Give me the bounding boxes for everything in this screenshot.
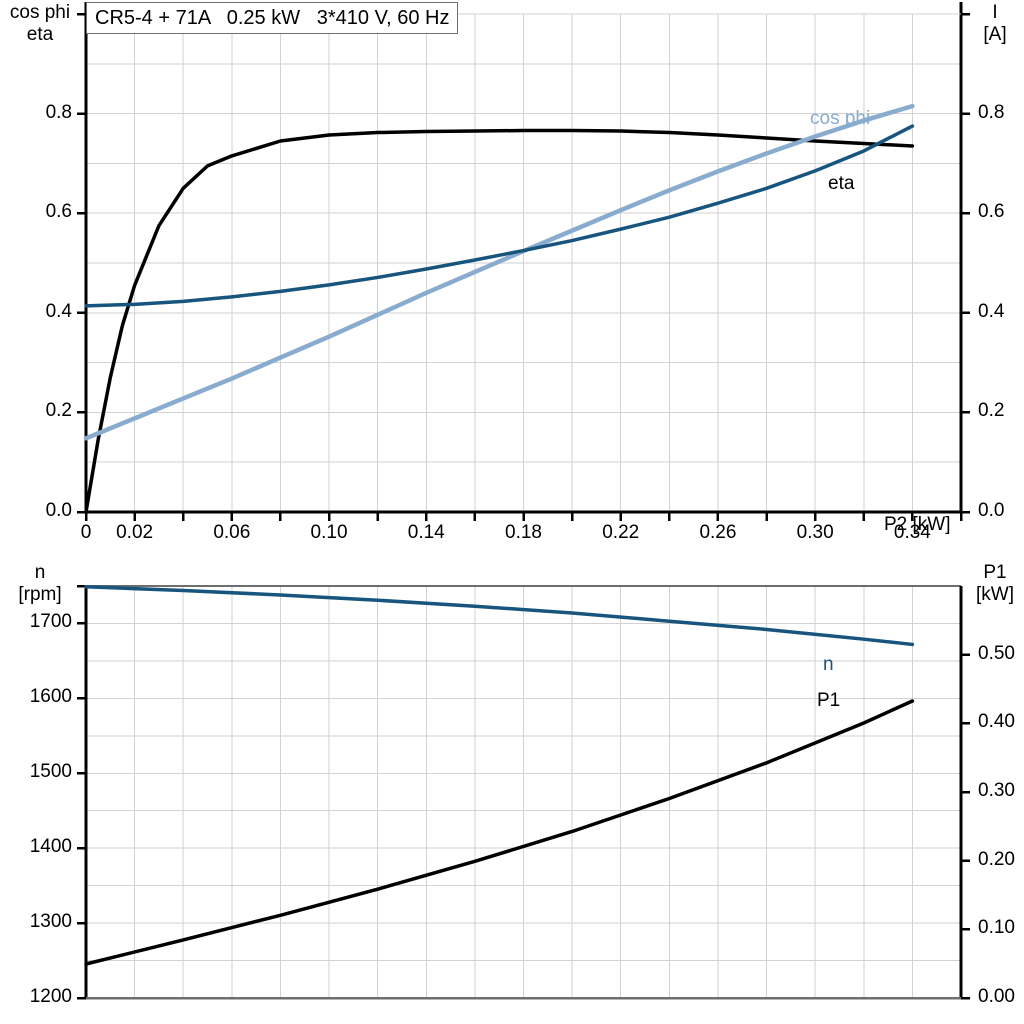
cos-phi-curve	[83, 103, 915, 441]
speed-curve	[84, 585, 915, 647]
upper-right-tick-label: 0.0	[978, 500, 1005, 521]
upper-x-tick-label: 0.26	[699, 522, 737, 543]
lower-right-tick-label: 0.00	[978, 986, 1015, 1007]
upper-right-tick-label: 0.8	[978, 101, 1005, 123]
lower-right-axis-label-line1: P1	[983, 562, 1007, 583]
upper-right-tick-label: 0.6	[978, 201, 1005, 223]
lower-left-tick-label: 1600	[29, 686, 72, 708]
upper-left-axis-label-line1: cos phi	[9, 2, 71, 23]
upper-right-axis-label-line2: [A]	[983, 24, 1007, 45]
lower-left-tick-label: 1400	[29, 836, 72, 858]
upper-x-tick-label: 0.22	[602, 522, 640, 543]
lower-right-axis-label-line2: [kW]	[976, 584, 1014, 605]
power-input-curve	[84, 699, 915, 966]
upper-left-tick-label: 0.4	[45, 300, 72, 322]
curve-label-eta: eta	[828, 173, 855, 194]
lower-right-tick-label: 0.10	[978, 917, 1015, 939]
lower-left-axis-label-line2: [rpm]	[18, 584, 62, 605]
upper-left-tick-label: 0.2	[45, 400, 72, 422]
upper-x-tick-label: 0.18	[505, 522, 542, 543]
lower-left-axis-label-line1: n	[34, 562, 46, 583]
chart-title: CR5-4 + 71A 0.25 kW 3*410 V, 60 Hz	[86, 2, 459, 34]
upper-x-tick-label: 0.06	[213, 522, 251, 543]
upper-right-tick-label: 0.4	[978, 300, 1005, 322]
lower-left-tick-label: 1700	[29, 611, 72, 633]
upper-x-tick-label: 0	[80, 522, 92, 543]
curve-label-n: n	[823, 654, 834, 675]
upper-x-axis-label: P2 [kW]	[884, 514, 951, 535]
upper-x-tick-label: 0.34	[893, 522, 931, 543]
lower-right-tick-label: 0.50	[978, 642, 1015, 664]
lower-left-tick-label: 1200	[29, 986, 72, 1007]
upper-x-tick-label: 0.02	[116, 522, 154, 543]
upper-left-tick-label: 0.0	[45, 500, 72, 521]
lower-right-tick-label: 0.20	[978, 848, 1015, 870]
lower-right-tick-label: 0.30	[978, 780, 1015, 801]
upper-right-axis-label-line1: I	[992, 2, 998, 23]
upper-left-tick-label: 0.8	[45, 101, 72, 123]
lower-right-tick-label: 0.40	[978, 711, 1015, 733]
eta-curve	[84, 128, 915, 514]
upper-right-tick-label: 0.2	[978, 400, 1005, 422]
curve-label-cos-phi: cos phi	[810, 108, 871, 129]
upper-left-axis-label-line2: eta	[26, 24, 54, 45]
upper-x-tick-label: 0.10	[310, 522, 348, 543]
lower-left-tick-label: 1500	[29, 761, 72, 783]
upper-x-tick-label: 0.30	[796, 522, 834, 543]
curve-label-p1: P1	[817, 690, 841, 711]
lower-left-tick-label: 1300	[29, 911, 72, 933]
upper-left-tick-label: 0.6	[45, 201, 72, 223]
current-curve	[84, 124, 915, 308]
upper-x-tick-label: 0.14	[407, 522, 445, 543]
